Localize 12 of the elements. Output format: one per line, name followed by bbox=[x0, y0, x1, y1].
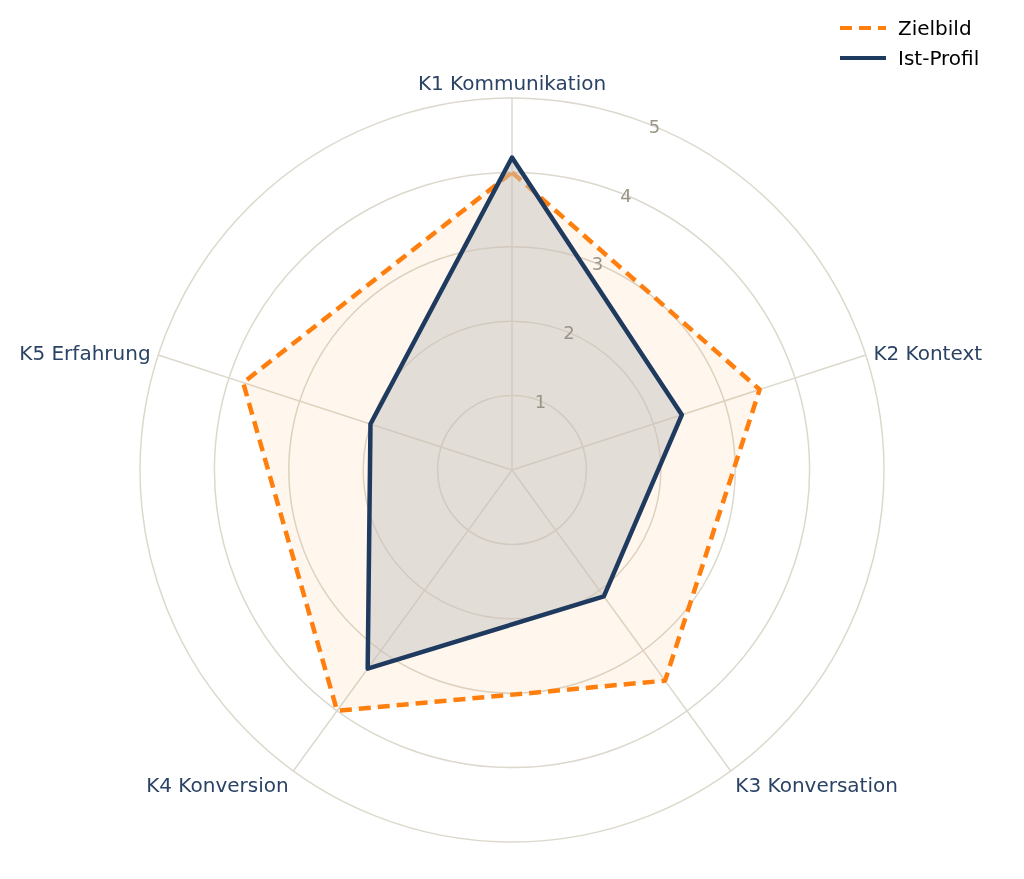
spoke-label: K4 Konversion bbox=[146, 772, 289, 797]
spoke-label: K5 Erfahrung bbox=[19, 340, 151, 365]
spoke-label: K2 Kontext bbox=[873, 340, 983, 365]
legend-label: Zielbild bbox=[898, 16, 972, 40]
legend-label: Ist-Profil bbox=[898, 46, 980, 70]
y-tick-label: 3 bbox=[591, 253, 604, 275]
y-tick-label: 5 bbox=[648, 115, 661, 137]
spoke-label: K3 Konversation bbox=[735, 772, 898, 797]
y-tick-label: 2 bbox=[563, 322, 575, 344]
spoke-label: K1 Kommunikation bbox=[417, 71, 607, 95]
y-tick-label: 1 bbox=[534, 390, 547, 412]
y-tick-label: 4 bbox=[620, 184, 632, 206]
